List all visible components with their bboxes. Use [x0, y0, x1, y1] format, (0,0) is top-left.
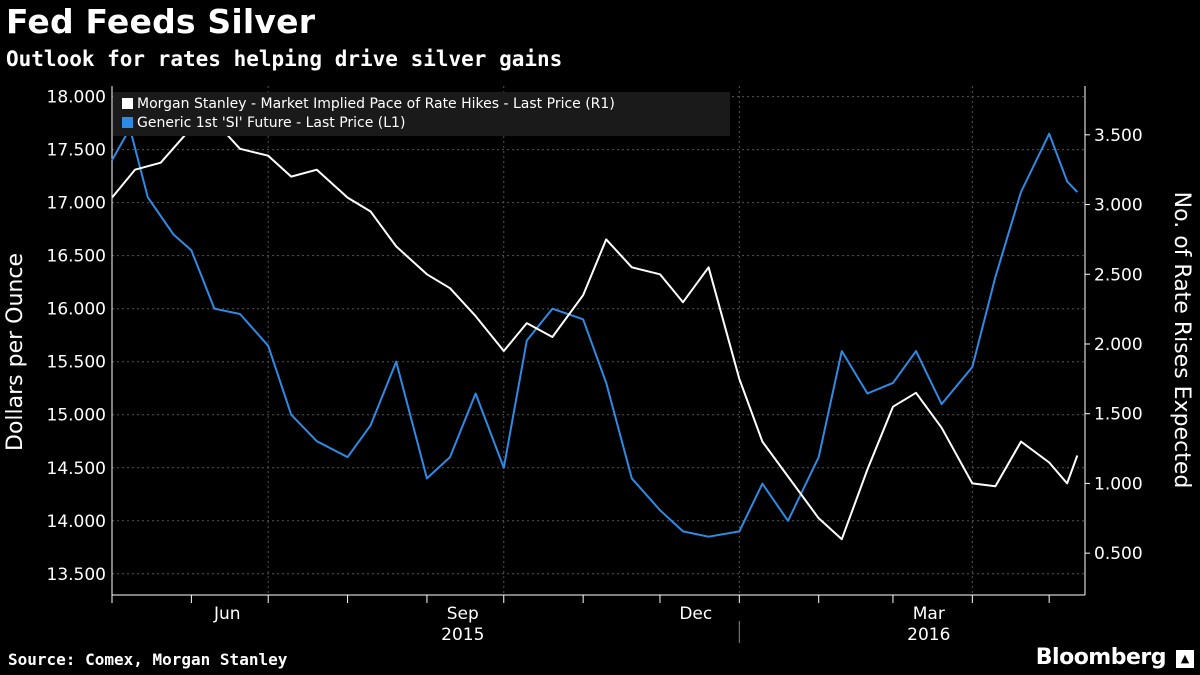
x-month-label: Dec [679, 604, 712, 624]
y-left-tick-label: 14.500 [47, 459, 106, 479]
legend-swatch-rate-hikes [122, 98, 133, 109]
grid-lines [112, 86, 1085, 595]
y-left-tick-label: 17.500 [47, 141, 106, 161]
chart-axes: 18.000 17.500 17.000 16.500 16.000 15.500 15.0… [47, 86, 1143, 645]
y-axis-left-title: Dollars per Ounce [3, 253, 28, 451]
series-line-rate-hikes [111, 119, 1079, 541]
legend-label-rate-hikes: Morgan Stanley - Market Implied Pace of … [137, 96, 615, 112]
y-right-tick-label: 3.500 [1094, 126, 1143, 146]
legend-swatch-silver [122, 117, 133, 128]
x-month-label: Mar [913, 604, 945, 624]
x-month-label: Jun [213, 604, 241, 624]
series-layer [111, 119, 1079, 541]
x-year-label: 2015 [441, 625, 484, 645]
y-right-tick-label: 1.500 [1094, 405, 1143, 425]
y-left-tick-label: 14.000 [47, 512, 106, 532]
y-left-tick-label: 17.000 [47, 194, 106, 214]
x-year-label: 2016 [907, 625, 950, 645]
chart-title: Fed Feeds Silver [6, 2, 316, 41]
y-left-tick-label: 16.000 [47, 300, 106, 320]
y-left-tick-label: 13.500 [47, 565, 106, 585]
source-note: Source: Comex, Morgan Stanley [8, 650, 288, 669]
y-right-tick-label: 2.500 [1094, 265, 1143, 285]
bloomberg-icon: ▲ [1176, 650, 1194, 668]
y-right-tick-label: 3.000 [1094, 196, 1143, 216]
y-right-tick-label: 1.000 [1094, 474, 1143, 494]
y-right-tick-label: 2.000 [1094, 335, 1143, 355]
legend-background [113, 92, 730, 136]
x-month-label: Sep [447, 604, 479, 624]
series-line-silver-price [111, 127, 1079, 538]
y-right-tick-label: 0.500 [1094, 544, 1143, 564]
y-left-tick-label: 18.000 [47, 88, 106, 108]
legend: Morgan Stanley - Market Implied Pace of … [113, 92, 730, 136]
y-axis-right-title: No. of Rate Rises Expected [1169, 192, 1194, 489]
bloomberg-logo: Bloomberg [1035, 645, 1167, 670]
y-left-tick-label: 15.000 [47, 406, 106, 426]
chart-subtitle: Outlook for rates helping drive silver g… [6, 47, 563, 71]
y-left-tick-label: 16.500 [47, 247, 106, 267]
legend-label-silver: Generic 1st 'SI' Future - Last Price (L1… [137, 115, 405, 131]
y-left-tick-label: 15.500 [47, 353, 106, 373]
